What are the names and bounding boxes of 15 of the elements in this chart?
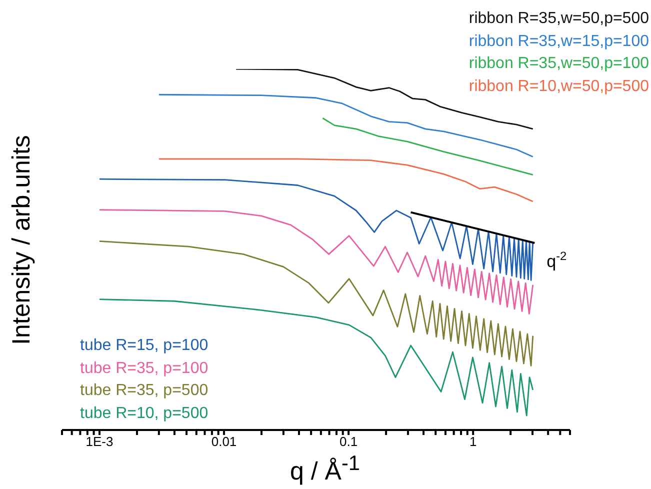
text: ribbon R=35,w=50,p=100 — [468, 54, 649, 74]
x-tick-label: 1E-3 — [86, 434, 114, 450]
text: ribbon R=35,w=15,p=100 — [468, 32, 649, 52]
x-tick-label: 1 — [469, 434, 477, 450]
text: ribbon R=10,w=50,p=500 — [468, 76, 649, 96]
text: tube R=35, p=100 — [80, 358, 208, 378]
y-axis-title: Intensity / arb.units — [8, 135, 36, 345]
text: ribbon R=35,w=50,p=500 — [468, 9, 649, 29]
x-tick-label: 0.01 — [211, 434, 237, 450]
text: tube R=35, p=500 — [80, 381, 208, 401]
text: tube R=10, p=500 — [80, 404, 208, 424]
text: tube R=15, p=100 — [80, 336, 208, 356]
x-tick-label: 0.1 — [340, 434, 358, 450]
x-axis-title: q / Å$^{-1}$ — [289, 452, 361, 486]
annotation: q$^{-2}$ — [546, 249, 568, 271]
